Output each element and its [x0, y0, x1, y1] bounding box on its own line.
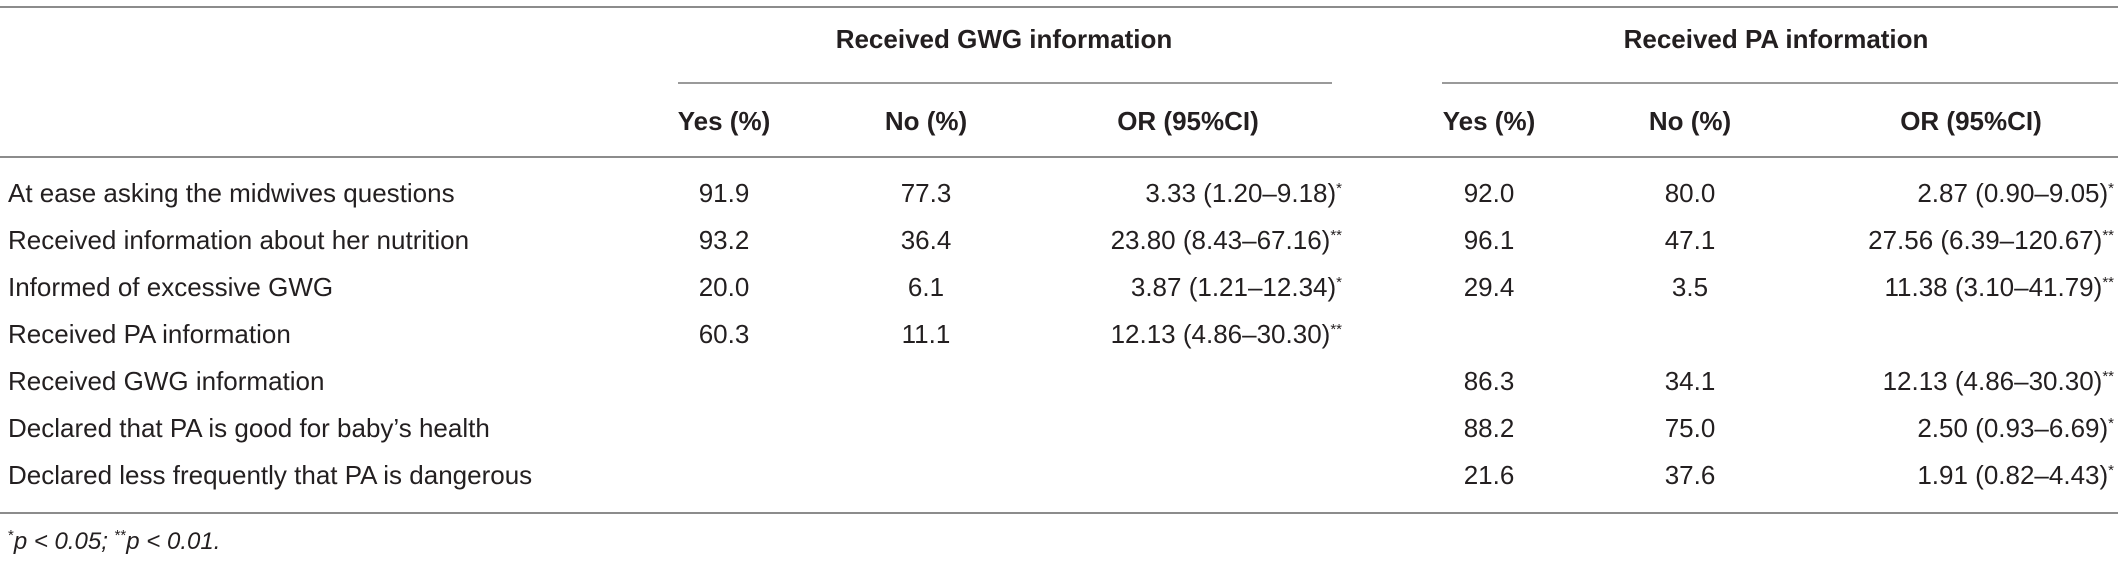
pa-or-value: 12.13 (4.86–30.30)**: [1883, 366, 2114, 396]
gwg-yes-value: 93.2: [698, 225, 750, 255]
gwg-yes-value: 60.3: [698, 319, 750, 349]
pa-group-rule: [1442, 82, 2118, 84]
pa-no-value: 3.5: [1671, 272, 1709, 302]
pa-no-value: 34.1: [1664, 366, 1716, 396]
col-header-pa-no: No (%): [1648, 106, 1732, 136]
pa-or-value: 1.91 (0.82–4.43)*: [1917, 460, 2114, 490]
col-header-gwg-or: OR (95%CI): [1117, 106, 1259, 136]
gwg-or-value: 12.13 (4.86–30.30)**: [1111, 319, 1342, 349]
pa-no-value: 80.0: [1664, 178, 1716, 208]
pa-or-value: 11.38 (3.10–41.79)**: [1885, 272, 2115, 302]
gwg-yes-value: 91.9: [698, 178, 750, 208]
gwg-group-rule: [678, 82, 1332, 84]
gwg-no-value: 6.1: [907, 272, 945, 302]
top-rule: [0, 6, 2118, 8]
or-text: 12.13 (4.86–30.30): [1110, 319, 1331, 349]
row-label: Received PA information: [8, 319, 291, 349]
footnote-text-1: p < 0.05;: [13, 528, 115, 555]
or-text: 27.56 (6.39–120.67): [1868, 225, 2103, 255]
significance-mark: *: [2108, 462, 2114, 479]
group-header-gwg: Received GWG information: [835, 24, 1173, 54]
significance-mark: **: [2102, 274, 2114, 291]
group-header-pa: Received PA information: [1623, 24, 1929, 54]
significance-mark: *: [2108, 415, 2114, 432]
pa-or-value: 2.87 (0.90–9.05)*: [1917, 178, 2114, 208]
or-text: 2.50 (0.93–6.69): [1917, 413, 2109, 443]
pa-or-value: 27.56 (6.39–120.67)**: [1868, 225, 2114, 255]
row-label: Received GWG information: [8, 366, 325, 396]
gwg-or-value: 3.87 (1.21–12.34)*: [1131, 272, 1342, 302]
bottom-rule: [0, 512, 2118, 514]
pa-no-value: 47.1: [1664, 225, 1716, 255]
or-text: 11.38 (3.10–41.79): [1884, 272, 2103, 302]
footnote-text-2: p < 0.01.: [126, 528, 221, 555]
footnote-sig-1: *: [8, 527, 14, 544]
pa-yes-value: 21.6: [1463, 460, 1515, 490]
pa-or-value: 2.50 (0.93–6.69)*: [1917, 413, 2114, 443]
gwg-no-value: 77.3: [900, 178, 952, 208]
pa-no-value: 37.6: [1664, 460, 1716, 490]
or-text: 3.33 (1.20–9.18): [1145, 178, 1337, 208]
header-rule: [0, 156, 2118, 158]
pa-yes-value: 29.4: [1463, 272, 1515, 302]
gwg-or-value: 23.80 (8.43–67.16)**: [1111, 225, 1342, 255]
col-header-pa-or: OR (95%CI): [1900, 106, 2042, 136]
pa-yes-value: 92.0: [1463, 178, 1515, 208]
pa-yes-value: 86.3: [1463, 366, 1515, 396]
gwg-or-value: 3.33 (1.20–9.18)*: [1145, 178, 1342, 208]
table-footnote: *p < 0.05; **p < 0.01.: [8, 528, 220, 556]
gwg-yes-value: 20.0: [698, 272, 750, 302]
or-text: 12.13 (4.86–30.30): [1882, 366, 2103, 396]
or-text: 2.87 (0.90–9.05): [1917, 178, 2109, 208]
row-label: Declared that PA is good for baby’s heal…: [8, 413, 490, 443]
col-header-gwg-yes: Yes (%): [677, 106, 771, 136]
or-text: 1.91 (0.82–4.43): [1917, 460, 2109, 490]
row-label: Received information about her nutrition: [8, 225, 470, 255]
or-text: 3.87 (1.21–12.34): [1130, 272, 1337, 302]
gwg-no-value: 36.4: [900, 225, 952, 255]
significance-mark: **: [1330, 227, 1342, 244]
pa-no-value: 75.0: [1664, 413, 1716, 443]
pa-yes-value: 96.1: [1463, 225, 1515, 255]
row-label: Declared less frequently that PA is dang…: [8, 460, 533, 490]
pa-yes-value: 88.2: [1463, 413, 1515, 443]
row-label: At ease asking the midwives questions: [8, 178, 455, 208]
gwg-no-value: 11.1: [901, 319, 951, 349]
col-header-gwg-no: No (%): [884, 106, 968, 136]
footnote-sig-2: **: [114, 527, 127, 544]
col-header-pa-yes: Yes (%): [1442, 106, 1536, 136]
row-label: Informed of excessive GWG: [8, 272, 334, 302]
significance-mark: *: [2108, 180, 2114, 197]
significance-mark: **: [2102, 227, 2114, 244]
significance-mark: **: [1330, 321, 1342, 338]
significance-mark: *: [1336, 274, 1342, 291]
significance-mark: **: [2102, 368, 2114, 385]
or-text: 23.80 (8.43–67.16): [1110, 225, 1331, 255]
significance-mark: *: [1336, 180, 1342, 197]
